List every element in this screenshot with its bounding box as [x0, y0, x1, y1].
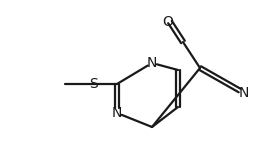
Text: S: S — [89, 77, 97, 91]
Text: N: N — [239, 86, 249, 100]
Text: O: O — [163, 15, 173, 29]
Text: N: N — [112, 106, 122, 120]
Text: N: N — [147, 56, 157, 70]
